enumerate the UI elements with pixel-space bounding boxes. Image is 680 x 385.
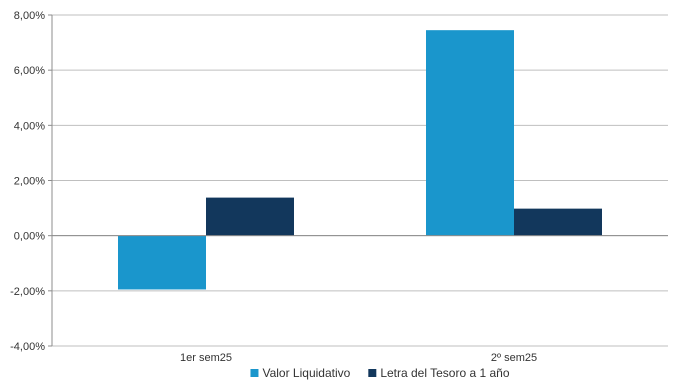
legend-swatch (250, 369, 259, 377)
x-category-label: 1er sem25 (180, 352, 232, 364)
legend-label: Valor Liquidativo (262, 366, 350, 380)
gridlines (52, 14, 668, 347)
legend: Valor Liquidativo Letra del Tesoro a 1 añ… (250, 366, 510, 380)
y-tick-label: 6,00% (14, 65, 45, 77)
y-tick-label: 4,00% (14, 120, 45, 132)
x-category-label: 2º sem25 (491, 352, 537, 364)
legend-swatch (368, 369, 377, 377)
y-tick-label: 8,00% (14, 10, 45, 22)
bar-valor-liquidativo-1 (426, 30, 514, 236)
y-tick-label: -4,00% (10, 341, 45, 353)
y-tick-label: 2,00% (14, 176, 45, 188)
bar-letra-tesoro-0 (206, 197, 294, 236)
bars (118, 30, 602, 290)
y-tick-label: -2,00% (10, 286, 45, 298)
axes (51, 15, 668, 346)
legend-label: Letra del Tesoro a 1 año (380, 366, 510, 380)
y-tick-label: 0,00% (14, 231, 45, 243)
y-axis-ticks: -4,00% -2,00% 0,00% 2,00% 4,00% 6,00% 8,00% (10, 10, 52, 353)
x-axis-categories: 1er sem25 2º sem25 (180, 352, 537, 364)
bar-valor-liquidativo-0 (118, 235, 206, 290)
bar-letra-tesoro-1 (514, 208, 602, 236)
